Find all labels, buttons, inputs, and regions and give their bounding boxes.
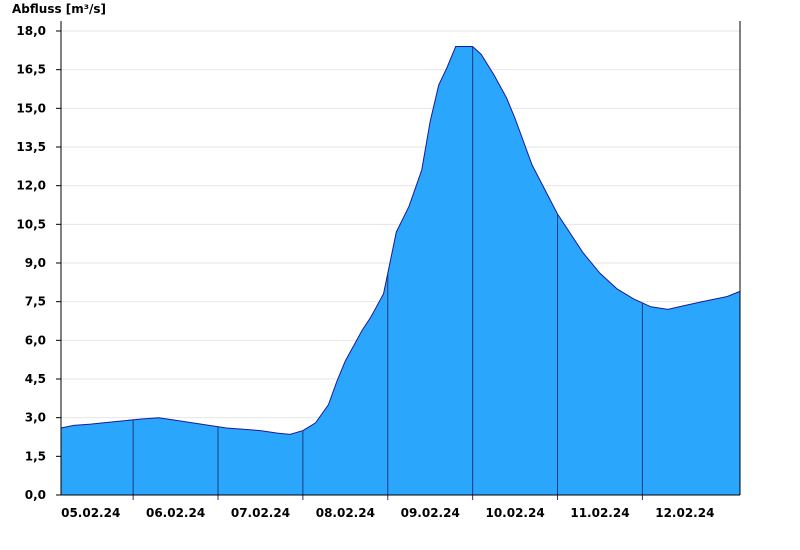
- y-tick-label: 7,5: [25, 295, 46, 309]
- plot-area: [60, 46, 741, 495]
- x-tick-label: 11.02.24: [570, 506, 629, 520]
- y-tick-label: 1,5: [25, 449, 46, 463]
- discharge-area: [61, 46, 740, 495]
- y-tick-label: 18,0: [16, 24, 46, 38]
- y-tick-label: 15,0: [16, 101, 46, 115]
- x-tick-label: 08.02.24: [316, 506, 375, 520]
- x-tick-label: 05.02.24: [61, 506, 120, 520]
- y-ticks: 0,0 1,5 3,0 4,5 6,0 7,5 9,0 10,5 12,0 13,5 15,0 16,…: [16, 24, 61, 502]
- y-tick-label: 6,0: [25, 333, 46, 347]
- y-tick-label: 13,5: [16, 140, 46, 154]
- y-tick-label: 4,5: [25, 372, 46, 386]
- y-tick-label: 0,0: [25, 488, 46, 502]
- axes: [60, 21, 741, 496]
- y-tick-label: 3,0: [25, 411, 46, 425]
- x-tick-label: 06.02.24: [146, 506, 205, 520]
- day-separators: [132, 46, 643, 500]
- x-tick-label: 07.02.24: [231, 506, 290, 520]
- y-axis-label: Abfluss [m³/s]: [12, 2, 106, 16]
- x-ticks: 05.02.24 06.02.24 07.02.24 08.02.24 09.02.24…: [61, 506, 714, 520]
- x-tick-label: 12.02.24: [655, 506, 714, 520]
- x-tick-label: 10.02.24: [485, 506, 544, 520]
- x-tick-label: 09.02.24: [401, 506, 460, 520]
- y-tick-label: 16,5: [16, 63, 46, 77]
- y-tick-label: 9,0: [25, 256, 46, 270]
- y-tick-label: 10,5: [16, 217, 46, 231]
- y-tick-label: 12,0: [16, 179, 46, 193]
